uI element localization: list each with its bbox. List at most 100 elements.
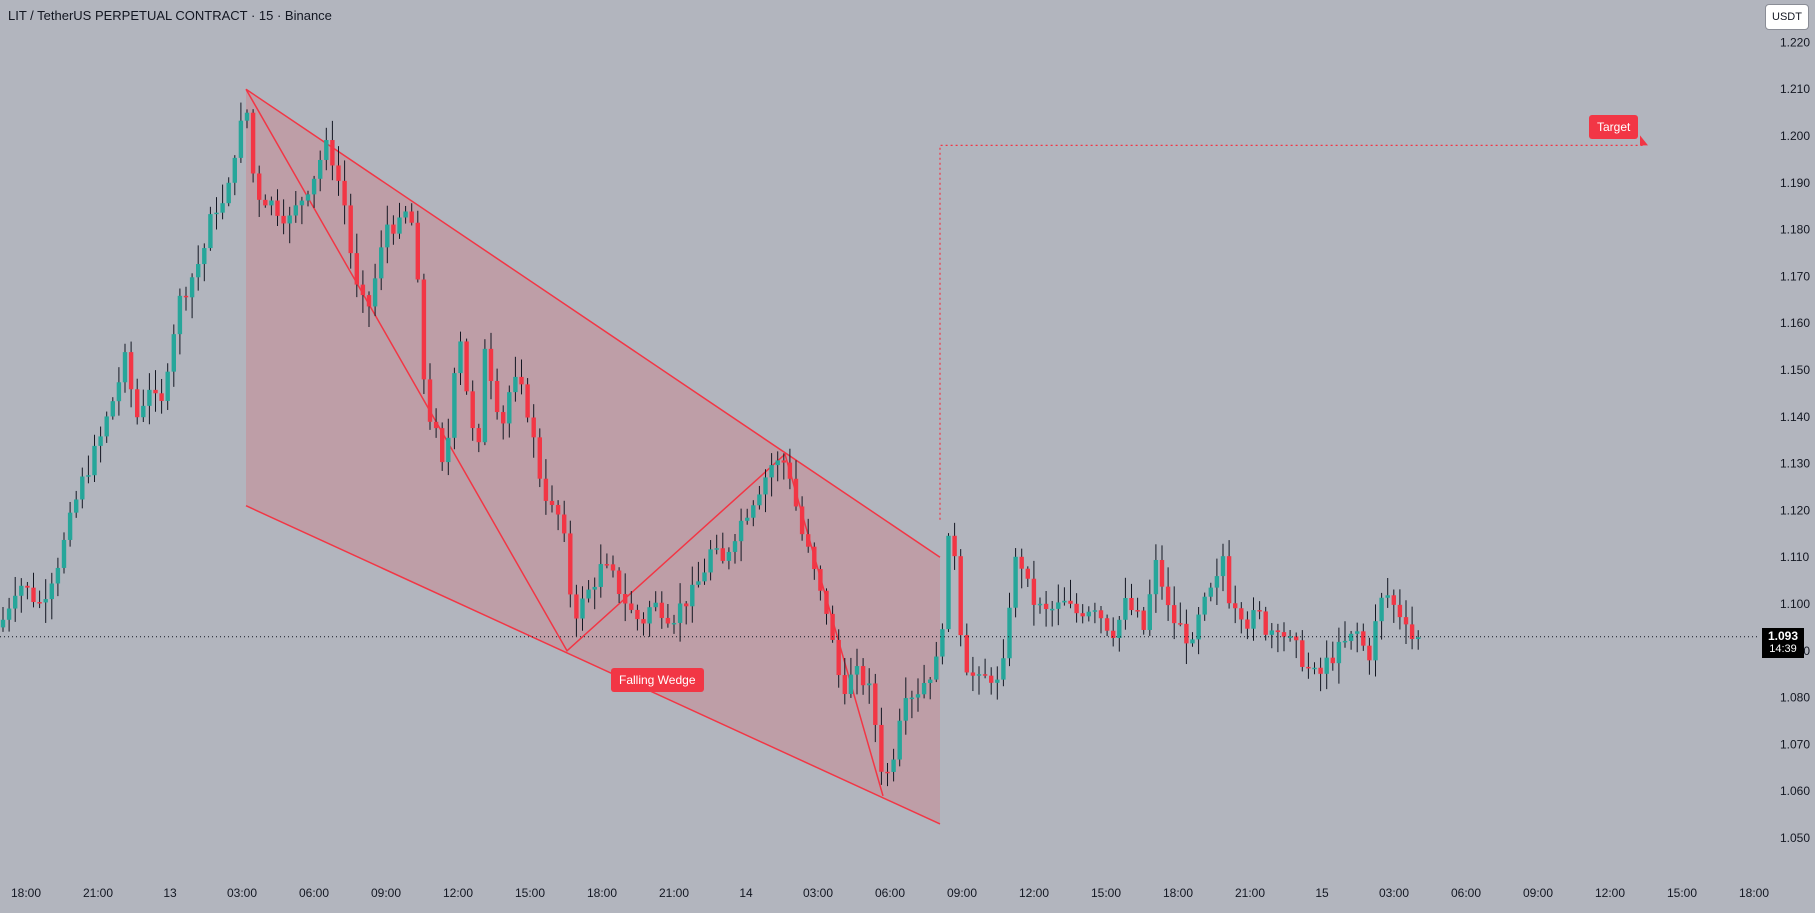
price-axis[interactable]: 1.220 1.210 1.200 1.190 1.180 1.170 1.160 1.150… bbox=[1760, 0, 1815, 913]
candle bbox=[1068, 579, 1073, 609]
candle bbox=[970, 656, 976, 692]
candle bbox=[708, 540, 713, 581]
time-tick-label: 15 bbox=[1315, 886, 1329, 900]
candle bbox=[476, 423, 481, 453]
price-axis-bg bbox=[1760, 0, 1815, 913]
candle bbox=[677, 583, 683, 642]
candle bbox=[940, 623, 945, 665]
candle bbox=[153, 370, 158, 412]
candle bbox=[488, 332, 494, 400]
wedge-upper-line[interactable] bbox=[245, 88, 941, 558]
candle bbox=[275, 189, 280, 226]
candle bbox=[1147, 579, 1152, 636]
time-tick-label: 21:00 bbox=[1235, 886, 1265, 900]
candle bbox=[958, 549, 963, 647]
candle bbox=[1086, 606, 1091, 622]
price-tick-label: 1.180 bbox=[1780, 223, 1810, 237]
candle bbox=[824, 588, 829, 625]
falling-wedge-label[interactable]: Falling Wedge bbox=[611, 668, 704, 692]
candle bbox=[141, 389, 146, 423]
candle bbox=[232, 155, 237, 196]
candle bbox=[775, 451, 780, 482]
candle bbox=[629, 591, 634, 614]
candle bbox=[238, 102, 244, 163]
candle bbox=[574, 584, 579, 637]
candle bbox=[513, 356, 518, 402]
time-tick-label: 15:00 bbox=[1667, 886, 1697, 900]
price-tick-label: 1.110 bbox=[1780, 550, 1809, 564]
time-tick-label: 21:00 bbox=[659, 886, 689, 900]
candle bbox=[555, 500, 561, 531]
candle bbox=[1092, 602, 1098, 624]
candle bbox=[354, 233, 359, 298]
time-tick-label: 12:00 bbox=[443, 886, 473, 900]
candle bbox=[848, 657, 854, 698]
candle bbox=[1184, 609, 1189, 665]
candle bbox=[171, 324, 176, 387]
falling-wedge-pattern[interactable] bbox=[245, 88, 941, 825]
candle bbox=[1202, 592, 1207, 621]
candle bbox=[702, 558, 707, 585]
candle bbox=[842, 658, 847, 705]
target-label[interactable]: Target bbox=[1589, 115, 1639, 139]
candle bbox=[1403, 600, 1409, 645]
candle bbox=[25, 582, 30, 600]
candle bbox=[1098, 605, 1104, 634]
candle bbox=[360, 270, 366, 313]
candle bbox=[19, 578, 24, 613]
time-axis[interactable]: 18:00 21:00 13 03:00 06:00 09:00 12:00 15:00 18:… bbox=[11, 886, 1769, 900]
candle bbox=[330, 120, 335, 181]
candle bbox=[202, 243, 207, 282]
candle bbox=[80, 467, 85, 509]
candle bbox=[67, 501, 73, 547]
candle bbox=[867, 668, 872, 704]
candle bbox=[366, 291, 372, 327]
candle bbox=[757, 485, 762, 510]
price-tick-label: 1.120 bbox=[1780, 503, 1810, 517]
time-tick-label: 18:00 bbox=[587, 886, 617, 900]
price-tick-label: 1.160 bbox=[1780, 316, 1810, 330]
candle bbox=[1074, 593, 1079, 623]
candle bbox=[562, 500, 567, 543]
candle bbox=[501, 405, 506, 440]
overlay bbox=[0, 135, 1760, 638]
price-tick-label: 1.050 bbox=[1780, 831, 1810, 845]
candle bbox=[49, 572, 54, 620]
candle bbox=[74, 490, 79, 518]
candle bbox=[1001, 639, 1006, 687]
candle bbox=[1141, 606, 1146, 635]
price-tick-label: 1.190 bbox=[1780, 176, 1810, 190]
candle bbox=[806, 518, 811, 553]
candle bbox=[1379, 592, 1384, 640]
candle bbox=[854, 648, 860, 695]
candle bbox=[726, 547, 732, 570]
candle bbox=[1013, 548, 1018, 618]
time-tick-label: 21:00 bbox=[83, 886, 113, 900]
candle bbox=[226, 177, 231, 207]
candle bbox=[580, 586, 585, 631]
candle bbox=[372, 263, 378, 317]
candle bbox=[897, 708, 902, 767]
candle bbox=[1336, 627, 1342, 684]
candle bbox=[6, 597, 12, 632]
candle bbox=[928, 677, 933, 700]
candle bbox=[1196, 606, 1201, 655]
candle bbox=[1257, 601, 1262, 620]
candle bbox=[1159, 545, 1165, 600]
candle bbox=[647, 600, 652, 637]
candle bbox=[446, 418, 451, 476]
target-arrow bbox=[1640, 135, 1648, 146]
currency-button[interactable]: USDT bbox=[1765, 4, 1809, 30]
target-projection-line[interactable] bbox=[939, 144, 1645, 520]
candle bbox=[214, 197, 219, 230]
candle bbox=[989, 667, 994, 695]
candle bbox=[934, 641, 939, 683]
candle bbox=[324, 127, 329, 171]
time-tick-label: 18:00 bbox=[11, 886, 41, 900]
candle bbox=[110, 397, 115, 420]
candle bbox=[885, 762, 890, 787]
wedge-lower-line[interactable] bbox=[245, 505, 941, 825]
last-price-value: 1.093 bbox=[1767, 629, 1799, 643]
candle bbox=[1251, 597, 1256, 641]
